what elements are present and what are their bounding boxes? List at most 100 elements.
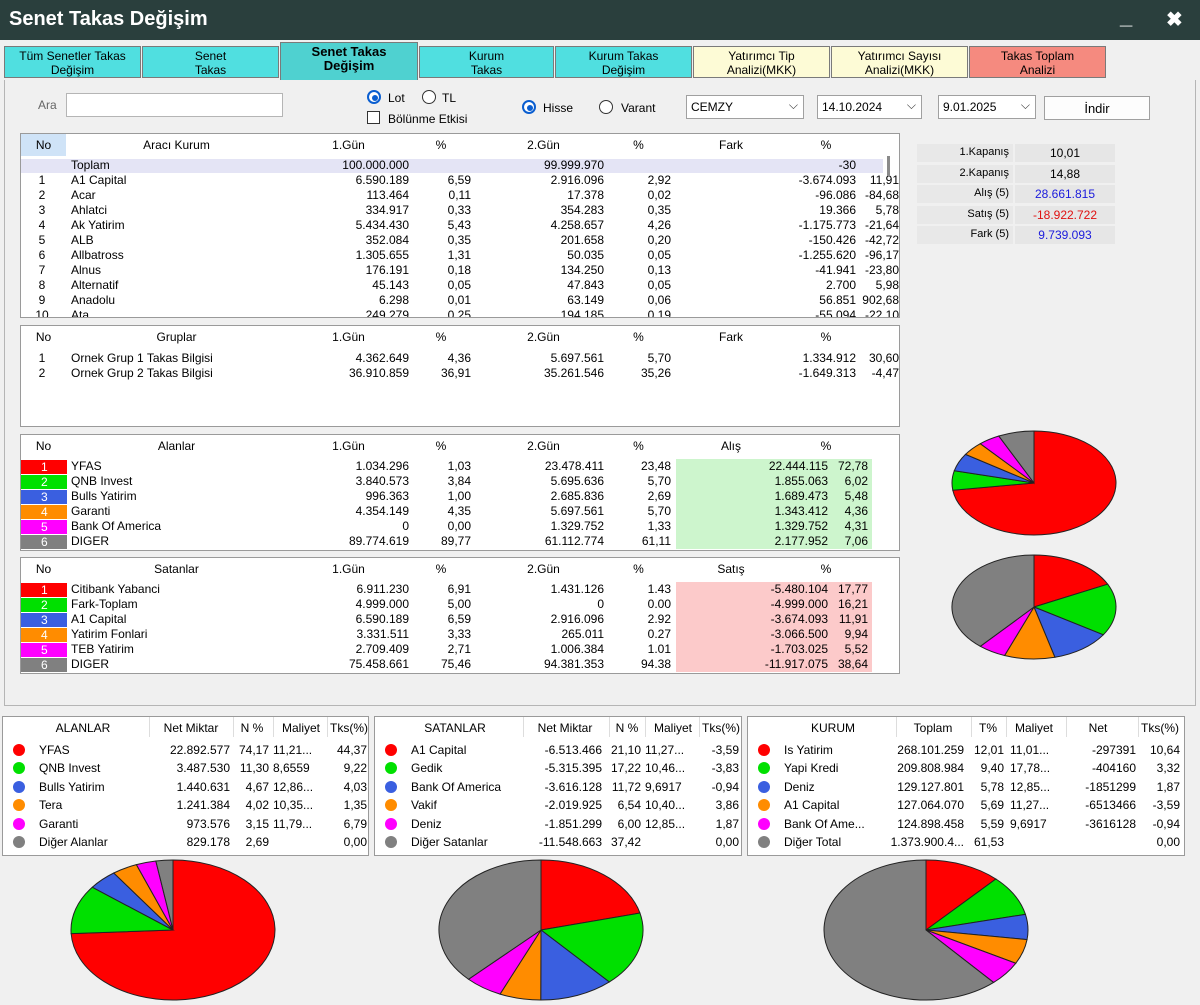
column-header[interactable]: N % bbox=[240, 721, 264, 735]
table-cell: 16,21 bbox=[832, 597, 872, 612]
column-header[interactable]: No bbox=[21, 134, 66, 156]
search-input[interactable] bbox=[66, 93, 283, 117]
column-header[interactable]: Maliyet bbox=[653, 721, 692, 735]
symbol-select[interactable]: CEMZY ⌵ bbox=[686, 95, 804, 119]
column-header[interactable]: Alış bbox=[720, 439, 741, 453]
column-header[interactable]: Net Miktar bbox=[537, 721, 593, 735]
tab-takas-toplam[interactable]: Takas Toplam Analizi bbox=[969, 46, 1106, 78]
tab-yatirimci-tip[interactable]: Yatırımcı Tip Analizi(MKK) bbox=[693, 46, 830, 78]
column-header[interactable]: No bbox=[35, 330, 52, 344]
table-cell: -6513466 bbox=[1085, 798, 1136, 813]
tl-label: TL bbox=[442, 91, 457, 105]
column-header[interactable]: Fark bbox=[719, 138, 743, 152]
column-header[interactable]: No bbox=[35, 439, 52, 453]
column-header[interactable]: N % bbox=[615, 721, 639, 735]
column-header[interactable]: Net Miktar bbox=[163, 721, 219, 735]
column-header[interactable]: Maliyet bbox=[1014, 721, 1053, 735]
column-header[interactable]: % bbox=[435, 138, 447, 152]
pie-slice bbox=[997, 430, 1035, 485]
column-header[interactable]: % bbox=[633, 562, 644, 576]
table-cell: 5,48 bbox=[832, 489, 872, 504]
tab-senet-takas-degisim[interactable]: Senet Takas Değişim bbox=[280, 42, 418, 80]
table-cell: 5,59 bbox=[980, 816, 1004, 831]
alanlar-summary-table: ALANLAR Net Miktar N % Maliyet Tks(%) YFAS 22.… bbox=[2, 716, 369, 856]
table-cell: 5,43 bbox=[447, 218, 471, 232]
total-row bbox=[21, 159, 883, 173]
lot-radio[interactable] bbox=[367, 90, 381, 104]
column-header[interactable]: 2.Gün bbox=[527, 138, 560, 152]
column-header[interactable]: % bbox=[633, 439, 644, 453]
column-header[interactable]: Satış bbox=[717, 562, 745, 576]
table-cell: -3.066.500 bbox=[676, 627, 832, 642]
column-divider bbox=[896, 717, 897, 737]
column-header[interactable]: Tks(%) bbox=[1141, 721, 1179, 735]
column-header[interactable]: % bbox=[633, 138, 644, 152]
column-header[interactable]: Net bbox=[1088, 721, 1108, 735]
column-header[interactable]: 2.Gün bbox=[527, 562, 560, 576]
column-header[interactable]: % bbox=[435, 439, 447, 453]
tl-radio[interactable] bbox=[422, 90, 436, 104]
table-cell: 0,13 bbox=[647, 263, 671, 277]
sellers-pie-chart bbox=[951, 554, 1117, 660]
column-divider bbox=[523, 717, 524, 737]
column-header[interactable]: Satanlar bbox=[154, 562, 199, 576]
summary-value: -18.922.722 bbox=[1015, 205, 1115, 224]
table-cell: 3,84 bbox=[447, 474, 471, 488]
table-cell: 10,40... bbox=[645, 798, 686, 813]
bolunme-checkbox[interactable] bbox=[367, 111, 380, 124]
table-cell: 17,78... bbox=[1010, 761, 1051, 776]
column-header[interactable]: Tks(%) bbox=[330, 721, 368, 735]
column-header[interactable]: % bbox=[633, 330, 644, 344]
column-header[interactable]: KURUM bbox=[811, 721, 855, 735]
date1-select[interactable]: 14.10.2024 ⌵ bbox=[817, 95, 922, 119]
tab-senet-takas[interactable]: Senet Takas bbox=[142, 46, 279, 78]
column-header[interactable]: Aracı Kurum bbox=[143, 138, 210, 152]
date2-select[interactable]: 9.01.2025 ⌵ bbox=[938, 95, 1036, 119]
table-cell: 2.916.096 bbox=[550, 173, 604, 187]
column-header[interactable]: 1.Gün bbox=[332, 330, 365, 344]
close-icon[interactable]: ✖ bbox=[1166, 9, 1183, 31]
column-header[interactable]: % bbox=[820, 330, 832, 344]
column-header[interactable]: Toplam bbox=[913, 721, 953, 735]
table-cell: 0,06 bbox=[647, 293, 671, 307]
table-cell: 9 bbox=[38, 293, 46, 307]
tab-yatirimci-sayisi[interactable]: Yatırımcı Sayısı Analizi(MKK) bbox=[831, 46, 968, 78]
column-header[interactable]: Gruplar bbox=[156, 330, 197, 344]
minimize-icon[interactable]: _ bbox=[1120, 4, 1133, 29]
table-cell: Gedik bbox=[411, 761, 443, 776]
scrollbar-thumb[interactable] bbox=[887, 156, 890, 176]
tab-kurum-takas-degisim[interactable]: Kurum Takas Değişim bbox=[555, 46, 692, 78]
column-header[interactable]: 1.Gün bbox=[332, 562, 365, 576]
column-header[interactable]: No bbox=[35, 562, 52, 576]
hisse-radio[interactable] bbox=[522, 100, 536, 114]
column-header[interactable]: Alanlar bbox=[157, 439, 196, 453]
column-header[interactable]: % bbox=[435, 562, 447, 576]
column-header[interactable]: % bbox=[820, 439, 832, 453]
column-header[interactable]: ALANLAR bbox=[55, 721, 111, 735]
summary-value: 10,01 bbox=[1015, 144, 1115, 162]
table-cell: 11,30 bbox=[239, 761, 269, 776]
table-cell: 7,06 bbox=[832, 534, 872, 549]
column-header[interactable]: % bbox=[820, 562, 832, 576]
column-header[interactable]: T% bbox=[979, 721, 997, 735]
download-button[interactable]: İndir bbox=[1044, 96, 1150, 120]
column-header[interactable]: 1.Gün bbox=[332, 439, 365, 453]
column-header[interactable]: Maliyet bbox=[281, 721, 320, 735]
table-cell: 0,33 bbox=[447, 203, 471, 217]
column-header[interactable]: % bbox=[435, 330, 447, 344]
table-cell: 12,85... bbox=[1010, 779, 1051, 794]
table-cell: 6.911.230 bbox=[356, 582, 410, 596]
tab-tum-senetler[interactable]: Tüm Senetler Takas Değişim bbox=[4, 46, 141, 78]
varant-radio[interactable] bbox=[599, 100, 613, 114]
column-header[interactable]: Tks(%) bbox=[702, 721, 740, 735]
column-header[interactable]: 2.Gün bbox=[527, 330, 560, 344]
column-header[interactable]: 2.Gün bbox=[527, 439, 560, 453]
column-header[interactable]: 1.Gün bbox=[332, 138, 365, 152]
tab-kurum-takas[interactable]: Kurum Takas bbox=[419, 46, 554, 78]
table-cell: 6 bbox=[38, 248, 46, 262]
column-header[interactable]: % bbox=[820, 138, 832, 152]
row-index-badge: 4 bbox=[21, 505, 67, 519]
column-header[interactable]: Fark bbox=[719, 330, 743, 344]
table-cell: 11,27... bbox=[1010, 798, 1050, 813]
column-header[interactable]: SATANLAR bbox=[424, 721, 486, 735]
